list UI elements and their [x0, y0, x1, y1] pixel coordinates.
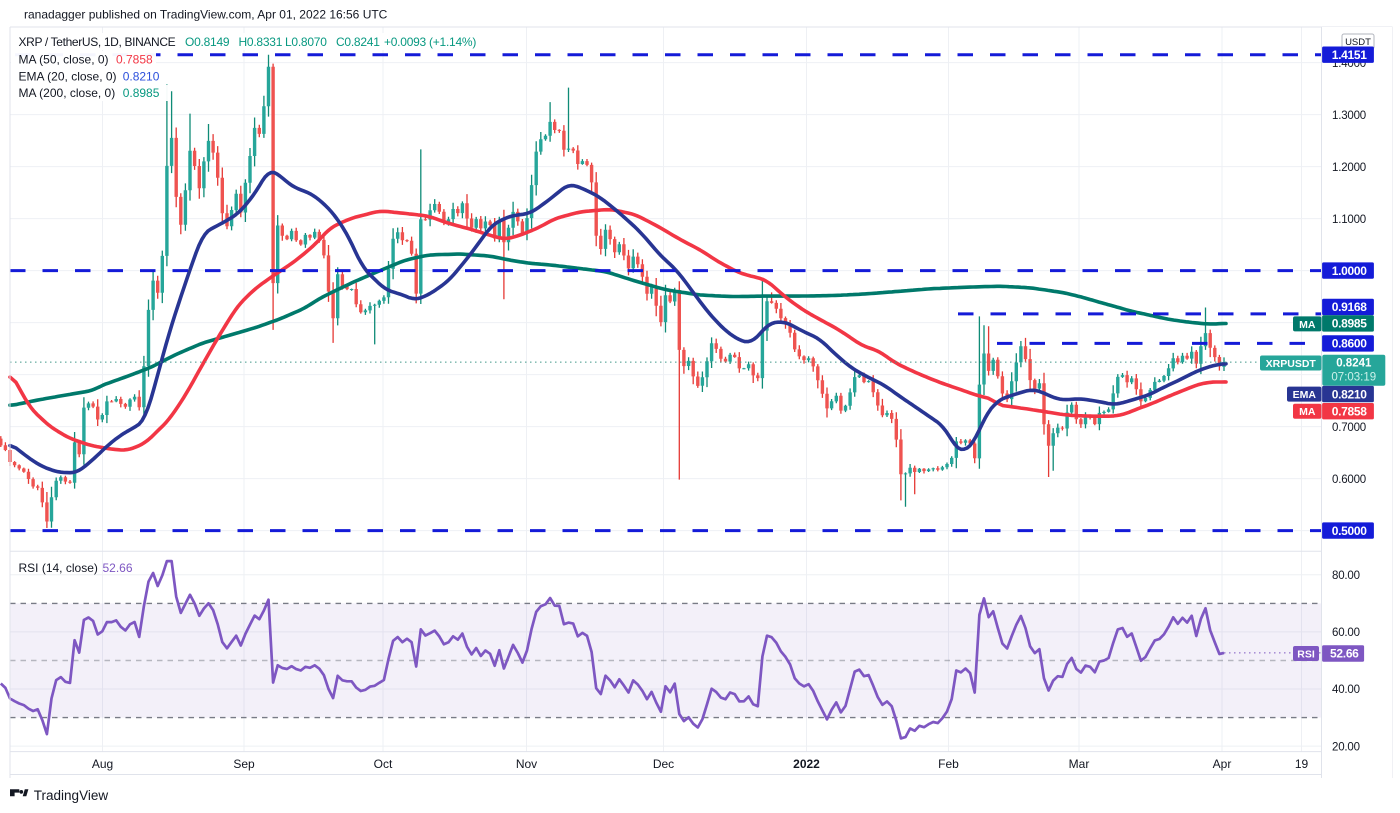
- svg-text:07:03:19: 07:03:19: [1331, 372, 1376, 384]
- svg-text:TradingView: TradingView: [34, 788, 109, 803]
- svg-text:40.00: 40.00: [1332, 684, 1360, 696]
- svg-text:RSI (14, close): RSI (14, close): [19, 561, 98, 575]
- svg-text:0.6000: 0.6000: [1332, 474, 1366, 486]
- svg-text:52.66: 52.66: [103, 561, 133, 575]
- svg-text:Mar: Mar: [1069, 757, 1090, 771]
- svg-text:MA (200, close, 0): MA (200, close, 0): [19, 86, 116, 100]
- svg-text:Nov: Nov: [516, 757, 537, 771]
- svg-text:52.66: 52.66: [1330, 647, 1359, 661]
- svg-text:1.2000: 1.2000: [1332, 162, 1366, 174]
- svg-text:19: 19: [1295, 757, 1309, 771]
- svg-text:USDT: USDT: [1345, 37, 1371, 48]
- svg-text:0.7000: 0.7000: [1332, 422, 1366, 434]
- svg-text:1.0000: 1.0000: [1332, 264, 1368, 278]
- svg-text:L0.8070: L0.8070: [285, 35, 327, 49]
- svg-text:0.7858: 0.7858: [1332, 404, 1368, 418]
- svg-text:1.4151: 1.4151: [1332, 48, 1368, 62]
- svg-text:Oct: Oct: [374, 757, 393, 771]
- svg-text:0.8210: 0.8210: [123, 69, 160, 83]
- svg-text:20.00: 20.00: [1332, 741, 1360, 753]
- svg-text:1.1000: 1.1000: [1332, 214, 1366, 226]
- svg-text:MA (50, close, 0): MA (50, close, 0): [19, 53, 109, 67]
- svg-text:1.3000: 1.3000: [1332, 110, 1366, 122]
- svg-text:C0.8241: C0.8241: [336, 35, 380, 49]
- svg-text:ranadagger published on Tradin: ranadagger published on TradingView.com,…: [24, 8, 388, 22]
- svg-text:0.8210: 0.8210: [1332, 387, 1368, 401]
- svg-text:0.9168: 0.9168: [1332, 300, 1368, 314]
- svg-text:EMA (20, close, 0): EMA (20, close, 0): [19, 69, 117, 83]
- svg-text:80.00: 80.00: [1332, 570, 1360, 582]
- svg-text:Sep: Sep: [233, 757, 255, 771]
- svg-text:Aug: Aug: [92, 757, 113, 771]
- svg-text:2022: 2022: [793, 757, 820, 771]
- svg-text:0.7858: 0.7858: [116, 53, 153, 67]
- svg-text:0.8241: 0.8241: [1336, 358, 1372, 370]
- svg-text:RSI: RSI: [1297, 649, 1315, 661]
- svg-text:XRPUSDT: XRPUSDT: [1266, 358, 1317, 370]
- svg-text:0.5000: 0.5000: [1332, 524, 1368, 538]
- svg-text:Apr: Apr: [1213, 757, 1232, 771]
- svg-text:MA: MA: [1299, 319, 1316, 331]
- svg-text:EMA: EMA: [1293, 389, 1317, 401]
- svg-text:MA: MA: [1299, 406, 1316, 418]
- svg-text:0.8985: 0.8985: [123, 86, 160, 100]
- svg-text:Dec: Dec: [653, 757, 674, 771]
- svg-text:O0.8149: O0.8149: [185, 35, 230, 49]
- svg-text:+0.0093 (+1.14%): +0.0093 (+1.14%): [384, 35, 476, 49]
- svg-text:XRP / TetherUS, 1D, BINANCE: XRP / TetherUS, 1D, BINANCE: [19, 35, 176, 49]
- svg-text:0.8600: 0.8600: [1332, 337, 1368, 351]
- svg-text:Feb: Feb: [938, 757, 959, 771]
- svg-text:H0.8331: H0.8331: [239, 35, 283, 49]
- svg-text:0.8985: 0.8985: [1332, 317, 1368, 331]
- svg-text:60.00: 60.00: [1332, 627, 1360, 639]
